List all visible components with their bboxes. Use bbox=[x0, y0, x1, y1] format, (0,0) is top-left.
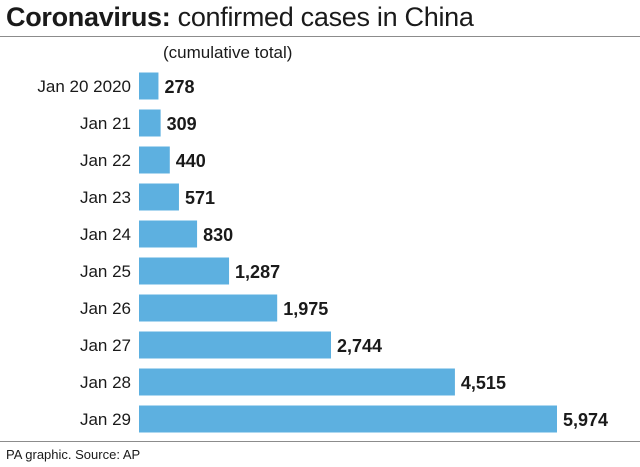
value-label: 571 bbox=[185, 188, 215, 208]
top-divider bbox=[0, 36, 640, 37]
bar bbox=[139, 183, 179, 211]
source-note: PA graphic. Source: AP bbox=[6, 447, 141, 462]
category-label: Jan 21 bbox=[80, 114, 131, 133]
value-label: 440 bbox=[176, 151, 206, 171]
title-rest: confirmed cases in China bbox=[170, 2, 474, 32]
value-label: 309 bbox=[167, 114, 197, 134]
category-label: Jan 29 bbox=[80, 410, 131, 429]
chart-title: Coronavirus: confirmed cases in China bbox=[6, 1, 474, 33]
bar bbox=[139, 405, 557, 433]
chart-subtitle: (cumulative total) bbox=[163, 43, 293, 62]
bar bbox=[139, 331, 331, 359]
category-label: Jan 20 2020 bbox=[37, 77, 131, 96]
value-label: 278 bbox=[164, 77, 194, 97]
value-label: 4,515 bbox=[461, 373, 506, 393]
bar bbox=[139, 368, 455, 396]
bar bbox=[139, 146, 170, 174]
category-label: Jan 27 bbox=[80, 336, 131, 355]
category-label: Jan 24 bbox=[80, 225, 131, 244]
bar bbox=[139, 109, 161, 137]
category-label: Jan 28 bbox=[80, 373, 131, 392]
value-label: 2,744 bbox=[337, 336, 382, 356]
category-label: Jan 26 bbox=[80, 299, 131, 318]
bar bbox=[139, 257, 230, 285]
bar bbox=[139, 72, 159, 100]
category-label: Jan 25 bbox=[80, 262, 131, 281]
category-label: Jan 22 bbox=[80, 151, 131, 170]
bottom-divider bbox=[0, 441, 640, 442]
value-label: 1,287 bbox=[235, 262, 280, 282]
value-label: 830 bbox=[203, 225, 233, 245]
value-label: 1,975 bbox=[283, 299, 328, 319]
bar bbox=[139, 220, 198, 248]
title-bold: Coronavirus: bbox=[6, 2, 171, 32]
category-label: Jan 23 bbox=[80, 188, 131, 207]
value-label: 5,974 bbox=[563, 410, 608, 430]
bar bbox=[139, 294, 278, 322]
